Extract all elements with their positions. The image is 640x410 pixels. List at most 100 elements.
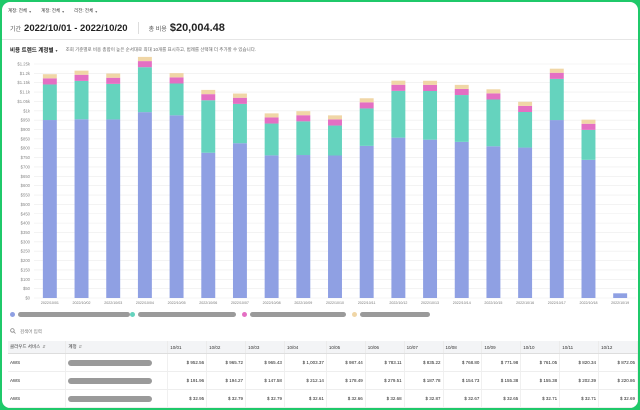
bar-segment[interactable] — [42, 74, 57, 79]
bar-segment[interactable] — [42, 84, 57, 121]
bar-segment[interactable] — [359, 108, 374, 146]
bar-segment[interactable] — [486, 89, 501, 94]
bar-segment[interactable] — [613, 293, 628, 298]
bar-segment[interactable] — [581, 123, 596, 130]
sort-icon[interactable]: ⇵ — [78, 344, 83, 349]
column-header-date[interactable]: 10/02 — [206, 341, 247, 354]
column-header-date[interactable]: 10/07 — [404, 341, 444, 354]
bar-segment[interactable] — [423, 84, 438, 91]
bar-segment[interactable] — [391, 137, 406, 298]
sort-icon[interactable]: ⇵ — [42, 344, 46, 349]
bar-segment[interactable] — [201, 152, 216, 298]
column-header-date[interactable]: 10/03 — [245, 341, 285, 354]
bar-segment[interactable] — [549, 68, 564, 73]
bar-segment[interactable] — [42, 78, 57, 85]
bar-segment[interactable] — [106, 77, 121, 84]
filter-dropdown-2[interactable]: 계정: 전체 ▾ — [41, 8, 64, 14]
bar-segment[interactable] — [137, 67, 152, 113]
bar-segment[interactable] — [359, 102, 374, 109]
bar-segment[interactable] — [328, 155, 342, 298]
bar-segment[interactable] — [296, 121, 311, 156]
bar-segment[interactable] — [454, 84, 469, 89]
bar-segment[interactable] — [74, 119, 89, 299]
bar-segment[interactable] — [486, 99, 501, 147]
column-header-service[interactable]: 클라우드 서비스 ⇵ — [8, 341, 67, 354]
bar-segment[interactable] — [581, 129, 596, 160]
bar-segment[interactable] — [296, 115, 311, 122]
table-row[interactable]: AWS $ 32.95 $ 32.79 $ 32.79 $ 32.61 $ 32.66 $ … — [8, 389, 638, 408]
column-header-date[interactable]: 10/01 — [167, 341, 208, 354]
filter-dropdown-region[interactable]: 리전: 전체 ▾ — [74, 8, 97, 14]
bar-segment[interactable] — [328, 119, 342, 126]
bar-segment[interactable] — [549, 120, 564, 298]
bar-segment[interactable] — [264, 113, 279, 118]
column-header-date[interactable]: 10/06 — [365, 341, 405, 354]
legend-item-2[interactable] — [130, 312, 236, 317]
bar-segment[interactable] — [423, 90, 438, 140]
bar-segment[interactable] — [137, 56, 152, 62]
bar-segment[interactable] — [74, 80, 89, 120]
bar-segment[interactable] — [518, 105, 533, 112]
bar-segment[interactable] — [328, 125, 342, 156]
bar-segment[interactable] — [391, 80, 406, 85]
bar-segment[interactable] — [232, 93, 247, 98]
caret-down-icon[interactable]: ▾ — [55, 47, 58, 53]
table-row[interactable]: AWS$ 21.89$ 22.11$ 22.31$ 22.44$ 22.56$ … — [8, 407, 638, 408]
bar-segment[interactable] — [137, 61, 152, 68]
bar-segment[interactable] — [486, 93, 501, 100]
bar-segment[interactable] — [549, 78, 564, 121]
column-header-date[interactable]: 10/11 — [559, 341, 600, 354]
bar-segment[interactable] — [518, 111, 533, 148]
bar-segment[interactable] — [581, 159, 596, 298]
column-header-account[interactable]: 계정 ⇵ — [65, 341, 169, 354]
bar-segment[interactable] — [296, 155, 311, 298]
column-header-date[interactable]: 10/09 — [481, 341, 522, 354]
bar-segment[interactable] — [296, 111, 311, 116]
bar-segment[interactable] — [264, 117, 279, 124]
column-header-date[interactable]: 10/08 — [443, 341, 483, 354]
bar-segment[interactable] — [232, 103, 247, 144]
bar-segment[interactable] — [328, 115, 342, 120]
table-row[interactable]: AWS $ 191.96 $ 194.27 $ 147.58 $ 212.14 $ 178… — [8, 371, 638, 390]
bar-segment[interactable] — [264, 123, 279, 156]
bar-segment[interactable] — [486, 146, 501, 298]
bar-segment[interactable] — [232, 143, 247, 298]
bar-segment[interactable] — [454, 95, 469, 142]
bar-segment[interactable] — [518, 147, 533, 298]
bar-segment[interactable] — [169, 83, 184, 116]
filter-dropdown-1[interactable]: 계정: 전체 ▾ — [8, 8, 31, 14]
bar-segment[interactable] — [454, 141, 469, 298]
bar-segment[interactable] — [74, 70, 89, 75]
search-input[interactable] — [20, 329, 100, 334]
bar-segment[interactable] — [169, 115, 184, 298]
bar-segment[interactable] — [391, 90, 406, 138]
bar-segment[interactable] — [423, 80, 438, 85]
bar-segment[interactable] — [106, 73, 121, 78]
bar-segment[interactable] — [106, 119, 121, 298]
bar-segment[interactable] — [264, 155, 279, 298]
bar-segment[interactable] — [201, 94, 216, 101]
bar-segment[interactable] — [74, 74, 89, 81]
bar-segment[interactable] — [232, 97, 247, 104]
bar-segment[interactable] — [359, 145, 374, 298]
legend-item-4[interactable] — [352, 312, 430, 317]
bar-segment[interactable] — [518, 101, 533, 106]
bar-segment[interactable] — [137, 112, 152, 298]
bar-segment[interactable] — [169, 73, 184, 78]
bar-segment[interactable] — [201, 100, 216, 153]
bar-segment[interactable] — [42, 120, 57, 298]
legend-item-3[interactable] — [242, 312, 346, 317]
bar-segment[interactable] — [169, 77, 184, 84]
bar-segment[interactable] — [201, 89, 216, 95]
bar-segment[interactable] — [549, 72, 564, 79]
column-header-date[interactable]: 10/04 — [284, 341, 327, 354]
bar-segment[interactable] — [106, 83, 121, 120]
column-header-date[interactable]: 10/05 — [326, 341, 366, 354]
column-header-date[interactable]: 10/12 — [598, 341, 638, 354]
trend-title[interactable]: 비용 트렌드 계정별 — [10, 48, 54, 54]
bar-segment[interactable] — [423, 139, 438, 298]
bar-segment[interactable] — [581, 119, 596, 124]
table-row[interactable]: AWS $ 952.56 $ 965.72 $ 965.43 $ 1,003.37 $ 9… — [8, 353, 638, 372]
bar-segment[interactable] — [454, 88, 469, 96]
column-header-date[interactable]: 10/10 — [520, 341, 561, 354]
